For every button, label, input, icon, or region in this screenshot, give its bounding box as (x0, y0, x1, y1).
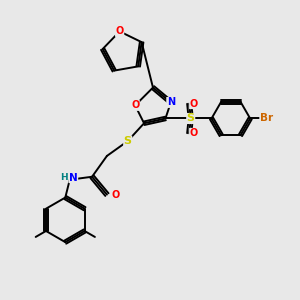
Text: O: O (190, 128, 198, 138)
Text: S: S (124, 136, 132, 146)
Text: S: S (187, 113, 195, 124)
Text: O: O (190, 99, 198, 109)
Text: O: O (131, 100, 139, 110)
Text: O: O (112, 190, 120, 200)
Text: N: N (167, 98, 175, 107)
Text: N: N (69, 172, 78, 183)
Text: Br: Br (260, 113, 273, 124)
Text: H: H (60, 173, 68, 182)
Text: O: O (116, 26, 124, 36)
